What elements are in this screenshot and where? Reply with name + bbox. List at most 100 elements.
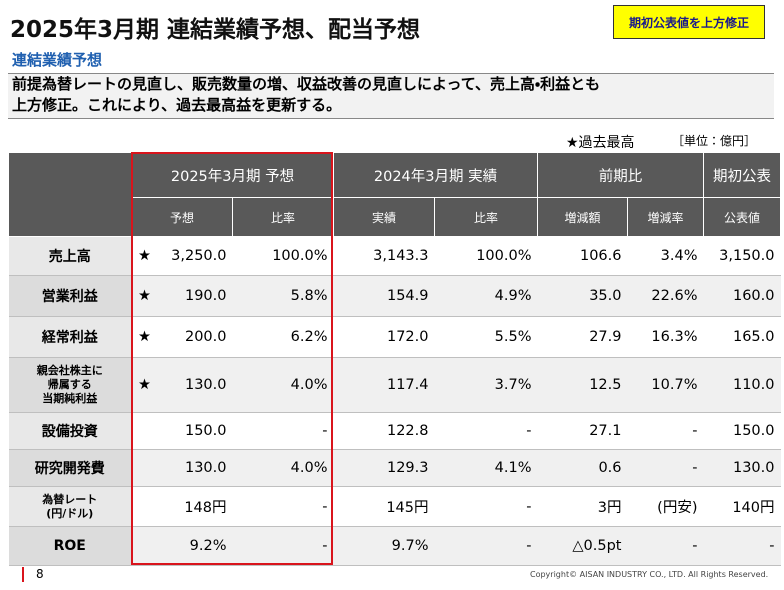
subheader: 比率 bbox=[232, 197, 334, 237]
cell: - bbox=[627, 412, 704, 450]
results-table: 2025年3月期 予想 2024年3月期 実績 前期比 期初公表 予想 比率 実績 比率 増減額… bbox=[8, 152, 781, 566]
subheader: 予想 bbox=[131, 197, 233, 237]
cell: △0.5pt bbox=[537, 526, 628, 566]
cell: - bbox=[434, 526, 538, 566]
cell: 3,150.0 bbox=[703, 236, 781, 276]
cell: 122.8 bbox=[333, 412, 435, 450]
cell-value: 100.0% bbox=[272, 248, 328, 264]
cell: 130.0 bbox=[703, 449, 781, 487]
cell-value: 154.9 bbox=[386, 288, 429, 304]
row-label: 売上高 bbox=[8, 236, 132, 276]
cell: 165.0 bbox=[703, 316, 781, 358]
cell: ★ 130.0 bbox=[131, 357, 233, 413]
cell-value: △0.5pt bbox=[572, 538, 622, 554]
data-row: 研究開発費 130.0 4.0% 129.3 4.1% 0.6 - 130.0 bbox=[8, 449, 781, 487]
cell: 145円 bbox=[333, 486, 435, 527]
cell-value: - bbox=[692, 460, 698, 476]
cell: 4.1% bbox=[434, 449, 538, 487]
cell-value: - bbox=[322, 498, 328, 515]
row-label-line: 設備投資 bbox=[41, 424, 98, 440]
cell-value: 27.9 bbox=[589, 329, 622, 345]
cell: - bbox=[232, 486, 334, 527]
cell-value: - bbox=[526, 498, 532, 515]
data-row: 為替レート (円/ドル) 148円 - 145円 - 3円 (円安) 140円 bbox=[8, 486, 781, 527]
row-label: 設備投資 bbox=[8, 412, 132, 450]
cell-value: - bbox=[526, 538, 532, 554]
cell: - bbox=[703, 526, 781, 566]
subtitle: 連結業績予想 bbox=[12, 51, 103, 69]
cell-value: 172.0 bbox=[386, 329, 429, 345]
slide-title: 2025年3月期 連結業績予想、配当予想 bbox=[10, 17, 421, 43]
cell: ★ 200.0 bbox=[131, 316, 233, 358]
cell: 0.6 bbox=[537, 449, 628, 487]
cell: ★ 3,250.0 bbox=[131, 236, 233, 276]
cell: - bbox=[434, 486, 538, 527]
data-row: 親会社株主に 帰属する 当期純利益 ★ 130.0 4.0% 117.4 3.7% 12.5 10… bbox=[8, 357, 781, 413]
cell: 16.3% bbox=[627, 316, 704, 358]
cell-value: 130.0 bbox=[732, 460, 775, 476]
cell: 5.8% bbox=[232, 275, 334, 317]
row-label: ROE bbox=[8, 526, 132, 566]
cell-value: 9.2% bbox=[189, 538, 227, 554]
cell: ★ 190.0 bbox=[131, 275, 233, 317]
cell-value: (円安) bbox=[657, 500, 698, 516]
cell: 9.7% bbox=[333, 526, 435, 566]
cell: 160.0 bbox=[703, 275, 781, 317]
cell: 150.0 bbox=[703, 412, 781, 450]
cell-value: 0.6 bbox=[598, 460, 622, 476]
cell-value: - bbox=[322, 423, 328, 439]
copyright: Copyright© AISAN INDUSTRY CO., LTD. All … bbox=[530, 570, 769, 579]
cell-value: 4.9% bbox=[494, 288, 532, 304]
group-header: 2025年3月期 予想 bbox=[131, 152, 334, 198]
row-label: 為替レート (円/ドル) bbox=[8, 486, 132, 527]
cell-value: 3,143.3 bbox=[373, 248, 429, 264]
cell-value: 122.8 bbox=[386, 423, 429, 439]
summary-line: 前提為替レートの見直し、販売数量の増、収益改善の見直しによって、売上高・利益とも bbox=[12, 75, 601, 93]
cell: 35.0 bbox=[537, 275, 628, 317]
cell: 4.0% bbox=[232, 449, 334, 487]
cell-value: 130.0 bbox=[184, 377, 227, 393]
subheader: 実績 bbox=[333, 197, 435, 237]
star: ★ bbox=[138, 288, 151, 304]
cell-value: 165.0 bbox=[732, 329, 775, 345]
row-label-line: ROE bbox=[53, 538, 86, 554]
cell: 3円 bbox=[537, 486, 628, 527]
cell: - bbox=[627, 449, 704, 487]
page-bar bbox=[22, 567, 24, 582]
cell: 6.2% bbox=[232, 316, 334, 358]
cell-value: 150.0 bbox=[184, 423, 227, 439]
row-label: 営業利益 bbox=[8, 275, 132, 317]
subheader: 増減率 bbox=[627, 197, 704, 237]
subheader: 増減額 bbox=[537, 197, 628, 237]
subheader-row: 予想 比率 実績 比率 増減額 増減率 公表値 bbox=[9, 197, 781, 237]
cell-value: 110.0 bbox=[732, 377, 775, 393]
cell-value: 106.6 bbox=[579, 248, 622, 264]
star: ★ bbox=[138, 248, 151, 264]
cell: 12.5 bbox=[537, 357, 628, 413]
cell-value: 27.1 bbox=[589, 423, 622, 439]
cell-value: 9.7% bbox=[391, 538, 429, 554]
group-header: 前期比 bbox=[537, 152, 704, 198]
cell-value: 130.0 bbox=[184, 460, 227, 476]
cell-value: 22.6% bbox=[651, 288, 698, 304]
cell: 100.0% bbox=[232, 236, 334, 276]
data-row: 営業利益 ★ 190.0 5.8% 154.9 4.9% 35.0 22.6% 160.0 bbox=[8, 275, 781, 317]
cell-value: 140円 bbox=[732, 500, 775, 516]
cell: 3,143.3 bbox=[333, 236, 435, 276]
header-row: 2025年3月期 予想 2024年3月期 実績 前期比 期初公表 bbox=[8, 152, 781, 237]
cell-value: 5.8% bbox=[290, 288, 328, 304]
cell-value: 150.0 bbox=[732, 423, 775, 439]
cell-value: 160.0 bbox=[732, 288, 775, 304]
row-label-line: 研究開発費 bbox=[34, 461, 105, 477]
cell-value: - bbox=[692, 423, 698, 439]
cell: 172.0 bbox=[333, 316, 435, 358]
row-label: 親会社株主に 帰属する 当期純利益 bbox=[8, 357, 132, 413]
summary: 前提為替レートの見直し、販売数量の増、収益改善の見直しによって、売上高・利益とも… bbox=[8, 73, 774, 119]
cell: - bbox=[232, 526, 334, 566]
cell: 140円 bbox=[703, 486, 781, 527]
cell-value: 3,150.0 bbox=[719, 248, 775, 264]
row-label-line: 営業利益 bbox=[41, 289, 98, 305]
cell-value: 100.0% bbox=[476, 248, 532, 264]
cell-value: 5.5% bbox=[494, 329, 532, 345]
